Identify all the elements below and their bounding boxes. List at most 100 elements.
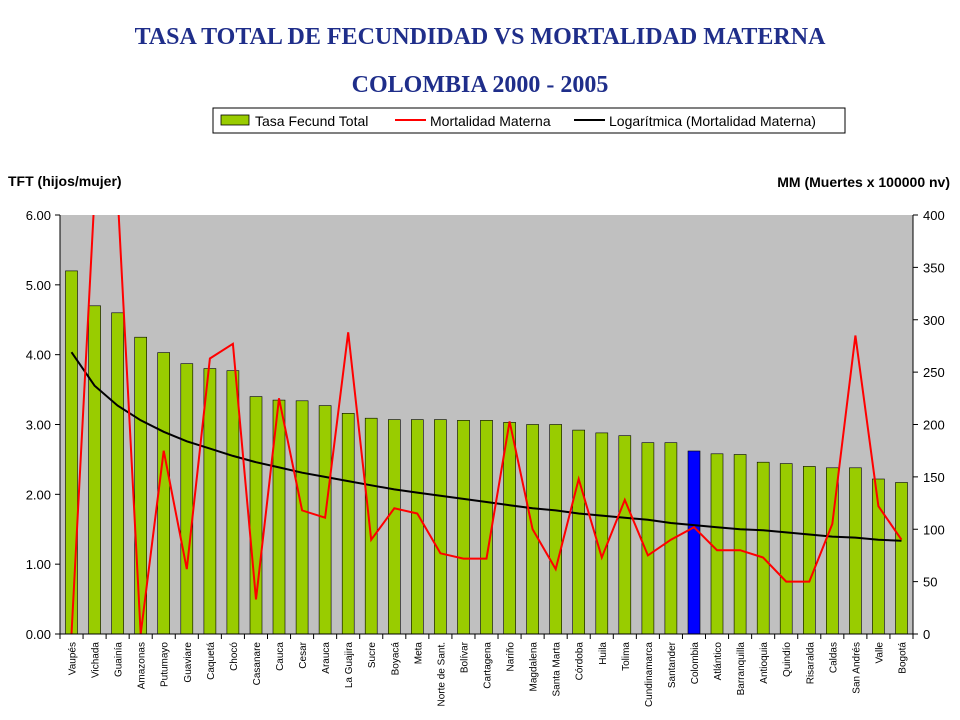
x-tick-label: Arauca — [321, 642, 332, 674]
x-tick-label: Córdoba — [575, 642, 586, 681]
bar-7 — [226, 370, 240, 635]
legend-box — [212, 107, 846, 134]
y-left-tick-label: 2.00 — [26, 487, 51, 502]
y-right-tick-label: 200 — [923, 418, 945, 433]
bar-16 — [434, 419, 447, 635]
legend-label-tft: Tasa Fecund Total — [255, 113, 368, 129]
bar-31 — [779, 463, 793, 635]
x-tick-label: Casanare — [252, 642, 263, 686]
x-tick-label: Cundinamarca — [644, 642, 655, 707]
bar-19 — [503, 422, 516, 635]
x-tick-label: Risaralda — [805, 642, 816, 685]
y-left-tick-label: 5.00 — [26, 278, 51, 293]
bar-6 — [203, 368, 217, 635]
chart-title-line-2: COLOMBIA 2000 - 2005 — [351, 72, 609, 98]
x-tick-label: Santander — [667, 641, 678, 688]
y-axis-right-title: MM (Muertes x 100000 nv) — [777, 174, 950, 190]
x-tick-label: Putumayo — [160, 642, 171, 687]
bar-13 — [364, 417, 378, 635]
x-tick-label: Boyacá — [390, 642, 401, 676]
x-tick-label: Guainía — [114, 642, 125, 677]
bar-23 — [595, 432, 609, 635]
y-right-tick-label: 350 — [923, 260, 945, 275]
bar-17 — [457, 419, 470, 635]
x-tick-label: Quindío — [782, 642, 793, 677]
x-tick-label: Sucre — [367, 642, 378, 669]
x-tick-label: Caldas — [828, 642, 839, 673]
trend-line — [70, 351, 902, 542]
y-axis-right-ticks: 0 50 100 150 200 250 300 350 400 — [913, 208, 945, 642]
x-tick-label: Nariño — [506, 642, 517, 672]
x-tick-label: Cesar — [298, 641, 309, 668]
y-right-tick-label: 300 — [923, 313, 945, 328]
bar-14 — [387, 419, 401, 635]
bar-3 — [134, 336, 147, 635]
bar-32 — [802, 466, 816, 635]
legend-label-mm: Mortalidad Materna — [430, 113, 551, 129]
y-right-tick-label: 50 — [923, 575, 937, 590]
y-right-tick-label: 400 — [923, 208, 945, 223]
y-axis-left-ticks: 0.00 1.00 2.00 3.00 4.00 5.00 6.00 — [26, 208, 60, 642]
x-tick-label: Huila — [598, 642, 609, 665]
legend-swatch-bar — [220, 114, 250, 126]
x-tick-label: La Guajira — [344, 642, 355, 689]
x-tick-label: Magdalena — [529, 642, 540, 692]
bar-15 — [410, 419, 424, 635]
y-left-tick-label: 1.00 — [26, 557, 51, 572]
x-tick-label: Amazonas — [137, 642, 148, 689]
y-left-tick-label: 4.00 — [26, 348, 51, 363]
bars — [65, 270, 908, 635]
bar-30 — [756, 461, 770, 635]
x-tick-label: Chocó — [229, 642, 240, 671]
x-tick-label: Caquetá — [206, 642, 217, 680]
x-tick-label: Norte de Sant. — [436, 642, 447, 706]
y-axis-left-title: TFT (hijos/mujer) — [8, 173, 122, 189]
x-tick-label: Tolima — [621, 642, 632, 671]
y-left-tick-label: 3.00 — [26, 418, 51, 433]
y-right-tick-label: 0 — [923, 627, 930, 642]
bar-36 — [895, 482, 908, 635]
y-right-tick-label: 250 — [923, 365, 945, 380]
x-tick-label: Cauca — [275, 642, 286, 671]
bar-5 — [180, 363, 194, 635]
legend-label-trend: Logarítmica (Mortalidad Materna) — [609, 113, 816, 129]
x-tick-label: Santa Marta — [552, 642, 563, 697]
bar-29 — [733, 454, 747, 635]
chart-title-line-1: TASA TOTAL DE FECUNDIDAD VS MORTALIDAD M… — [134, 24, 826, 50]
x-tick-label: Antioquia — [759, 642, 770, 684]
x-tick-label: Bogotá — [897, 642, 908, 674]
bar-12 — [341, 412, 355, 635]
x-axis-labels: Vaupés Vichada Guainía Amazonas Putumayo Guav… — [68, 641, 909, 707]
bar-28 — [710, 453, 724, 635]
bar-11 — [318, 405, 332, 635]
bar-21 — [549, 424, 563, 635]
y-right-tick-label: 150 — [923, 470, 945, 485]
x-tick-label: Bolívar — [459, 641, 470, 673]
x-tick-label: Meta — [413, 642, 424, 665]
legend: Tasa Fecund Total Mortalidad Materna Log… — [212, 107, 846, 134]
bar-2 — [111, 312, 124, 635]
bar-24 — [618, 435, 632, 635]
bar-27 — [687, 450, 701, 635]
mm-line — [70, 215, 903, 634]
bar-0 — [65, 270, 78, 635]
x-tick-label: San Andrés — [851, 642, 862, 694]
bar-34 — [849, 467, 862, 635]
y-left-tick-label: 6.00 — [26, 208, 51, 223]
x-tick-label: Valle — [874, 642, 885, 664]
bar-22 — [572, 429, 586, 635]
bar-4 — [157, 352, 170, 635]
y-left-tick-label: 0.00 — [26, 627, 51, 642]
bar-10 — [295, 400, 309, 635]
x-tick-label: Barranquilla — [736, 642, 747, 696]
y-right-tick-label: 100 — [923, 522, 945, 537]
x-tick-label: Vaupés — [68, 642, 79, 675]
x-tick-label: Vichada — [91, 642, 102, 678]
bar-18 — [480, 419, 493, 635]
x-tick-label: Colombia — [690, 642, 701, 685]
bar-25 — [641, 442, 655, 635]
x-tick-label: Cartagena — [483, 642, 494, 689]
bar-1 — [88, 305, 101, 635]
x-tick-label: Atlántico — [713, 642, 724, 681]
x-tick-label: Guaviare — [183, 642, 194, 683]
